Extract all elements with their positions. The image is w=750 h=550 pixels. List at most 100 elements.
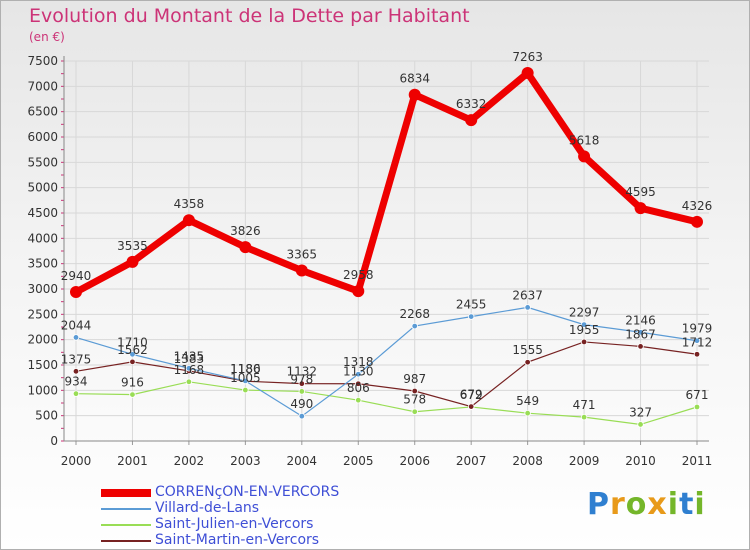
data-label: 1168 — [174, 363, 205, 377]
data-label: 1318 — [343, 355, 374, 369]
x-tick-label: 2011 — [682, 454, 713, 468]
data-point — [242, 377, 249, 385]
data-label: 1435 — [174, 349, 205, 363]
x-tick-label: 2001 — [117, 454, 148, 468]
data-label: 6834 — [399, 72, 430, 86]
y-tick-label: 3000 — [27, 282, 58, 296]
y-tick-label: 7500 — [27, 54, 58, 68]
data-label: 327 — [629, 405, 652, 419]
y-tick-label: 1500 — [27, 358, 58, 372]
data-point — [524, 409, 531, 417]
x-tick-label: 2006 — [399, 454, 430, 468]
data-point — [580, 413, 588, 421]
data-label: 2297 — [569, 306, 600, 320]
data-point — [637, 329, 644, 336]
data-point — [411, 408, 418, 415]
proxiti-logo: Proxiti — [587, 487, 706, 522]
data-label: 916 — [121, 376, 144, 390]
legend-label: Saint-Julien-en-Vercors — [155, 516, 314, 532]
data-label: 2146 — [625, 313, 656, 327]
y-tick-label: 4500 — [27, 206, 58, 220]
data-point — [467, 403, 475, 410]
data-point — [693, 351, 701, 358]
data-label: 1186 — [230, 362, 261, 376]
data-point — [408, 88, 421, 101]
data-point — [465, 114, 478, 127]
x-tick-label: 2010 — [625, 454, 656, 468]
data-point — [352, 285, 365, 298]
data-point — [693, 337, 701, 344]
y-tick-label: 5500 — [27, 155, 58, 169]
x-tick-label: 2005 — [343, 454, 374, 468]
data-label: 2455 — [456, 298, 487, 312]
data-label: 806 — [347, 381, 370, 395]
series-line-2 — [75, 381, 698, 426]
data-point — [239, 241, 252, 254]
data-label: 987 — [403, 372, 426, 386]
y-tick-label: 7000 — [27, 79, 58, 93]
data-point — [355, 371, 362, 378]
data-point — [580, 321, 588, 328]
data-label: 1955 — [569, 323, 600, 337]
chart-title: Evolution du Montant de la Dette par Hab… — [29, 5, 470, 27]
data-point — [637, 421, 644, 428]
data-label: 1180 — [230, 362, 261, 376]
series-line-0 — [74, 67, 698, 296]
y-tick-label: 5000 — [27, 181, 58, 195]
data-label: 4595 — [625, 185, 656, 199]
data-point — [298, 412, 306, 420]
y-tick-label: 0 — [50, 434, 58, 448]
data-point — [72, 368, 80, 375]
data-point — [578, 150, 591, 163]
x-tick-label: 2007 — [456, 454, 487, 468]
data-point — [693, 403, 701, 411]
x-tick-label: 2003 — [230, 454, 261, 468]
legend-swatch — [101, 489, 151, 497]
data-point — [70, 286, 82, 299]
data-label: 671 — [686, 388, 709, 402]
data-label: 2958 — [343, 268, 374, 282]
series-line-1 — [75, 306, 698, 417]
data-point — [524, 359, 531, 366]
legend-label: Saint-Martin-en-Vercors — [155, 532, 320, 548]
data-point — [467, 313, 475, 320]
x-tick-label: 2004 — [287, 454, 318, 468]
data-label: 1132 — [287, 365, 318, 379]
data-label: 1562 — [117, 343, 148, 357]
data-label: 2940 — [61, 269, 92, 283]
data-point — [72, 334, 80, 341]
y-tick-label: 500 — [35, 409, 58, 423]
data-label: 490 — [290, 397, 313, 411]
data-label: 7263 — [512, 50, 543, 64]
data-label: 679 — [460, 388, 483, 402]
data-label: 672 — [460, 388, 483, 402]
y-tick-label: 1000 — [27, 383, 58, 397]
data-label: 1130 — [343, 365, 374, 379]
data-point — [411, 322, 418, 330]
data-label: 934 — [65, 375, 88, 389]
data-label: 1712 — [682, 335, 713, 349]
data-label: 2044 — [61, 318, 92, 332]
data-point — [298, 380, 306, 387]
legend-swatch — [101, 508, 151, 510]
data-point — [185, 378, 193, 386]
data-label: 549 — [516, 394, 539, 408]
legend-label: Villard-de-Lans — [155, 500, 260, 516]
data-point — [185, 365, 193, 372]
data-point — [355, 396, 362, 404]
y-tick-label: 3500 — [27, 257, 58, 271]
data-label: 1867 — [625, 327, 656, 341]
data-label: 2637 — [512, 288, 543, 302]
data-label: 4326 — [682, 199, 713, 213]
legend-label: CORRENçON-EN-VERCORS — [155, 484, 340, 500]
y-tick-label: 6500 — [27, 105, 58, 119]
data-label: 1005 — [230, 371, 261, 385]
y-tick-label: 6000 — [27, 130, 58, 144]
data-point — [182, 214, 195, 227]
x-tick-label: 2002 — [174, 454, 205, 468]
y-tick-label: 2000 — [27, 333, 58, 347]
data-label: 3535 — [117, 239, 148, 253]
data-label: 1383 — [174, 352, 205, 366]
data-point — [129, 351, 136, 358]
data-label: 578 — [403, 393, 426, 407]
